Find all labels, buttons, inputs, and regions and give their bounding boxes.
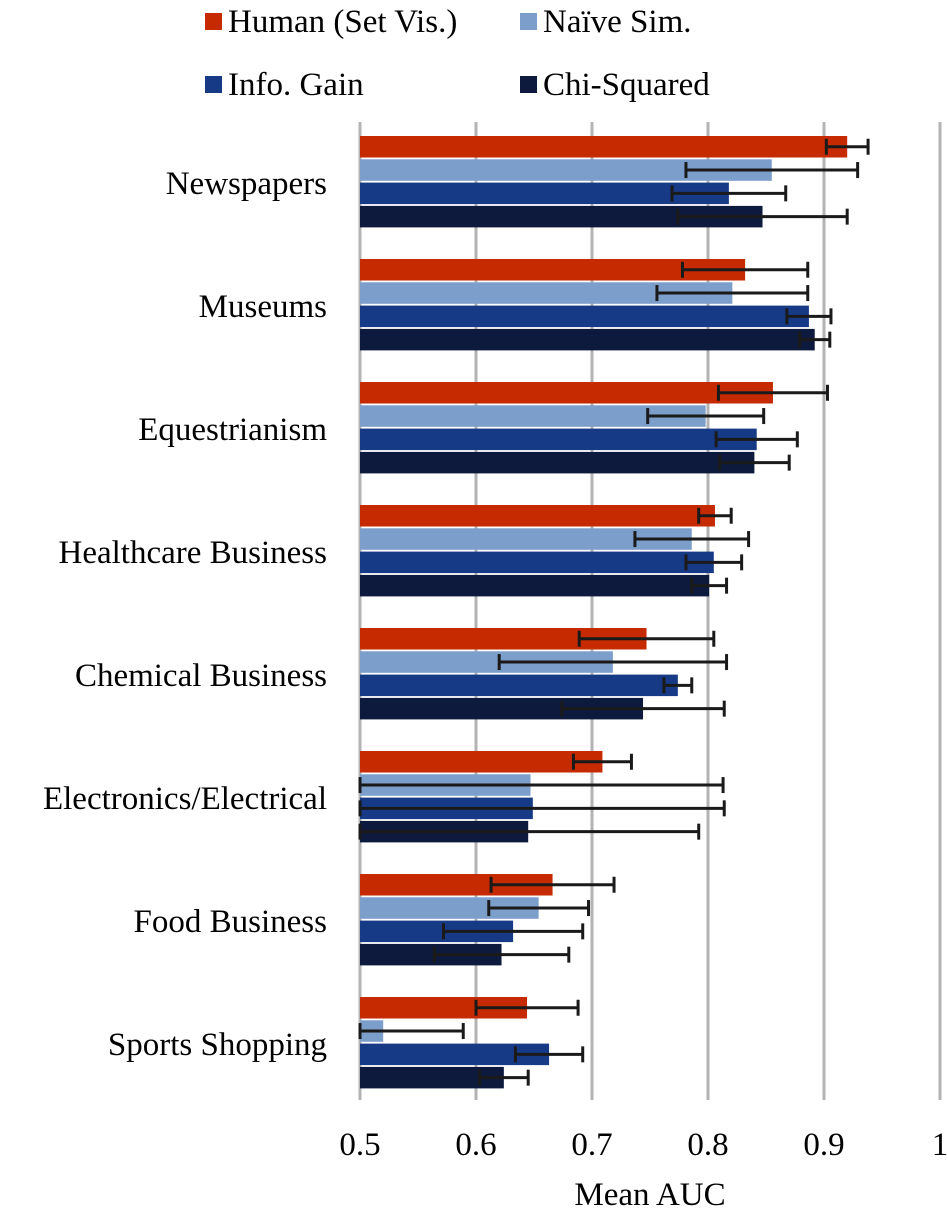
error-bar [676,208,849,225]
category-label: Chemical Business [75,658,327,694]
bar [360,628,647,650]
bar [360,259,746,281]
bars [360,136,848,1089]
bar [360,528,692,550]
bar [360,282,733,304]
legend-swatch [205,76,222,93]
x-tick-label: 0.7 [571,1127,612,1163]
error-bar [824,138,870,155]
error-bar [560,700,726,717]
bar [360,505,715,527]
error-bar [358,823,701,840]
bar [360,382,773,404]
error-bar [646,408,766,425]
x-tick-label: 0.6 [455,1127,496,1163]
bar [360,997,528,1019]
legend-swatch [205,13,222,30]
category-label: Newspapers [166,166,327,202]
bar [360,674,678,697]
bar [360,159,772,181]
error-bar [718,454,791,471]
error-bar [477,1069,530,1086]
bar [360,943,502,966]
error-bar [571,753,633,770]
bar [360,1066,504,1089]
error-bar [684,554,744,571]
error-bar [690,577,729,594]
error-bar [680,261,810,278]
x-tick-label: 1 [932,1127,948,1163]
error-bar [798,331,832,348]
bar [360,920,514,943]
error-bar [432,946,571,963]
legend-label: Chi-Squared [543,67,710,103]
bar [360,451,755,474]
error-bar [684,162,860,179]
category-label: Equestrianism [138,412,327,448]
x-tick-label: 0.8 [687,1127,728,1163]
error-bar [716,384,829,401]
legend-item: Chi-Squared [520,67,710,103]
x-tick-label: 0.9 [803,1127,844,1163]
error-bar [358,777,725,794]
legend-label: Human (Set Vis.) [228,4,457,40]
x-tick-labels: 0.5 0.6 0.7 0.8 0.9 1 [339,1127,948,1163]
bar [360,551,714,574]
category-label: Sports Shopping [108,1027,327,1063]
bar [360,405,706,427]
legend-swatch [520,76,537,93]
legend: Human (Set Vis.) Naïve Sim. Info. Gain Chi-… [205,4,710,103]
bar [360,182,729,205]
error-bar [697,507,733,524]
error-bar [662,677,694,694]
error-bar [785,308,833,325]
x-tick-label: 0.5 [339,1127,380,1163]
bar [360,897,539,919]
error-bar [670,185,788,202]
error-bar [497,654,729,671]
bar [360,328,815,351]
error-bar [442,923,585,940]
x-axis-title: Mean AUC [574,1177,725,1213]
bar [360,1043,550,1066]
bar [360,305,809,328]
legend-label: Info. Gain [228,67,364,103]
bar [360,697,644,720]
bar [360,136,848,158]
bar [360,428,757,451]
error-bar [577,630,716,647]
error-bars [358,138,870,1086]
error-bar [474,999,580,1016]
bar [360,574,710,597]
error-bar [358,800,726,817]
error-bar [655,285,810,302]
legend-item: Info. Gain [205,67,364,103]
error-bar [358,1023,465,1040]
legend-item: Human (Set Vis.) [205,4,457,40]
bar [360,205,763,228]
bar [360,651,613,673]
error-bar [489,876,616,893]
bar [360,751,603,773]
category-label: Museums [199,289,327,325]
error-bar [487,900,591,917]
category-labels: Newspapers Museums Equestrianism Healthcare… [43,166,327,1063]
legend-swatch [520,13,537,30]
category-label: Food Business [134,904,327,940]
bar [360,874,553,896]
category-label: Electronics/Electrical [43,781,327,817]
legend-label: Naïve Sim. [543,4,691,40]
error-bar [513,1046,585,1063]
error-bar [633,531,751,548]
error-bar [714,431,799,448]
legend-item: Naïve Sim. [520,4,691,40]
category-label: Healthcare Business [59,535,328,571]
